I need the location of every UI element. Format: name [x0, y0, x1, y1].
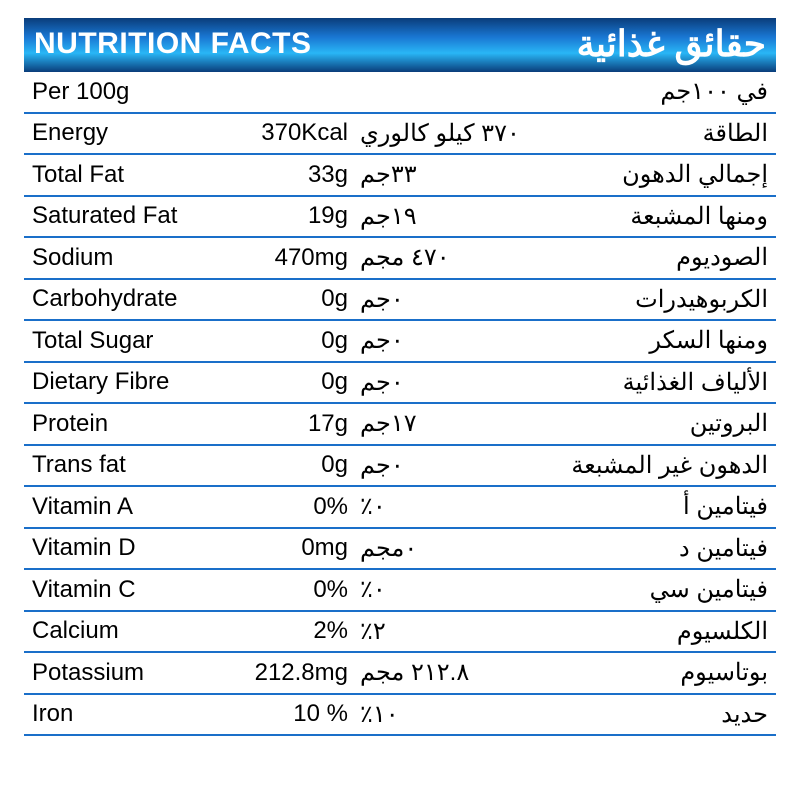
nutrient-label-ar: فيتامين سي: [524, 575, 776, 604]
table-row: Iron10 %١٠٪حديد: [24, 695, 776, 737]
nutrient-value-en: 0g: [224, 451, 354, 479]
nutrient-value-en: 370Kcal: [224, 119, 354, 147]
nutrient-label-ar: الكلسيوم: [524, 617, 776, 646]
nutrient-label-en: Trans fat: [24, 451, 224, 479]
nutrient-label-ar: الصوديوم: [524, 243, 776, 272]
nutrient-value-ar: ٣٧٠ كيلو كالوري: [354, 119, 524, 148]
table-row: Total Sugar0g٠جمومنها السكر: [24, 321, 776, 363]
nutrient-label-en: Carbohydrate: [24, 285, 224, 313]
nutrient-value-ar: ٢١٢.٨ مجم: [354, 658, 524, 687]
nutrient-label-en: Dietary Fibre: [24, 368, 224, 396]
nutrient-value-ar: ٠جم: [354, 368, 524, 397]
header-title-ar: حقائق غذائية: [577, 23, 766, 65]
nutrient-value-en: 0mg: [224, 534, 354, 562]
table-row: Protein17g١٧جمالبروتين: [24, 404, 776, 446]
nutrient-value-en: 10 %: [224, 700, 354, 728]
table-row: Saturated Fat19g١٩جمومنها المشبعة: [24, 197, 776, 239]
nutrient-value-ar: ١٧جم: [354, 409, 524, 438]
nutrient-value-ar: ٠مجم: [354, 534, 524, 563]
table-row: Vitamin C0%٠٪فيتامين سي: [24, 570, 776, 612]
nutrient-label-ar: الطاقة: [524, 119, 776, 148]
nutrient-value-en: 212.8mg: [224, 659, 354, 687]
nutrition-rows: Energy370Kcal٣٧٠ كيلو كالوريالطاقةTotal …: [24, 114, 776, 737]
serving-ar: في ١٠٠جم: [524, 77, 776, 106]
nutrient-label-ar: إجمالي الدهون: [524, 160, 776, 189]
nutrient-label-en: Total Fat: [24, 161, 224, 189]
nutrient-value-en: 0g: [224, 285, 354, 313]
nutrient-value-en: 19g: [224, 202, 354, 230]
table-row: Dietary Fibre0g٠جمالألياف الغذائية: [24, 363, 776, 405]
table-row: Trans fat0g٠جمالدهون غير المشبعة: [24, 446, 776, 488]
nutrient-label-ar: فيتامين أ: [524, 492, 776, 521]
nutrient-value-en: 0g: [224, 368, 354, 396]
nutrient-label-en: Energy: [24, 119, 224, 147]
nutrient-value-en: 470mg: [224, 244, 354, 272]
nutrient-label-ar: الألياف الغذائية: [524, 368, 776, 397]
nutrient-label-en: Sodium: [24, 244, 224, 272]
table-row: Vitamin D0mg٠مجمفيتامين د: [24, 529, 776, 571]
nutrient-label-en: Saturated Fat: [24, 202, 224, 230]
nutrient-label-ar: البروتين: [524, 409, 776, 438]
table-row: Total Fat33g٣٣جمإجمالي الدهون: [24, 155, 776, 197]
nutrient-value-ar: ٠جم: [354, 451, 524, 480]
nutrient-label-en: Vitamin C: [24, 576, 224, 604]
nutrient-value-ar: ٠٪: [354, 492, 524, 521]
nutrient-value-ar: ١٩جم: [354, 202, 524, 231]
nutrient-label-ar: بوتاسيوم: [524, 658, 776, 687]
header-bar: NUTRITION FACTS حقائق غذائية: [24, 18, 776, 72]
nutrient-label-ar: حديد: [524, 700, 776, 729]
nutrient-label-en: Calcium: [24, 617, 224, 645]
table-row: Potassium212.8mg٢١٢.٨ مجمبوتاسيوم: [24, 653, 776, 695]
nutrient-value-en: 2%: [224, 617, 354, 645]
table-row: Calcium2%٢٪الكلسيوم: [24, 612, 776, 654]
table-row: Carbohydrate0g٠جمالكربوهيدرات: [24, 280, 776, 322]
nutrient-value-ar: ٠جم: [354, 285, 524, 314]
nutrient-label-ar: الكربوهيدرات: [524, 285, 776, 314]
nutrient-value-en: 17g: [224, 410, 354, 438]
nutrient-label-ar: ومنها المشبعة: [524, 202, 776, 231]
nutrient-value-en: 0%: [224, 576, 354, 604]
nutrient-label-ar: ومنها السكر: [524, 326, 776, 355]
nutrient-label-en: Potassium: [24, 659, 224, 687]
nutrient-label-ar: فيتامين د: [524, 534, 776, 563]
table-row: Sodium470mg٤٧٠ مجمالصوديوم: [24, 238, 776, 280]
nutrient-value-ar: ٠٪: [354, 575, 524, 604]
nutrient-value-ar: ٠جم: [354, 326, 524, 355]
nutrient-label-en: Iron: [24, 700, 224, 728]
nutrient-label-ar: الدهون غير المشبعة: [524, 451, 776, 480]
nutrient-value-ar: ٢٪: [354, 617, 524, 646]
nutrient-label-en: Vitamin A: [24, 493, 224, 521]
nutrient-value-en: 0g: [224, 327, 354, 355]
nutrient-value-en: 0%: [224, 493, 354, 521]
nutrient-label-en: Vitamin D: [24, 534, 224, 562]
nutrient-value-ar: ٣٣جم: [354, 160, 524, 189]
nutrient-value-ar: ١٠٪: [354, 700, 524, 729]
nutrient-value-ar: ٤٧٠ مجم: [354, 243, 524, 272]
nutrient-value-en: 33g: [224, 161, 354, 189]
serving-row: Per 100g . . في ١٠٠جم: [24, 72, 776, 114]
nutrient-label-en: Total Sugar: [24, 327, 224, 355]
table-row: Vitamin A0%٠٪فيتامين أ: [24, 487, 776, 529]
serving-en: Per 100g: [24, 78, 224, 106]
nutrient-label-en: Protein: [24, 410, 224, 438]
table-row: Energy370Kcal٣٧٠ كيلو كالوريالطاقة: [24, 114, 776, 156]
header-title-en: NUTRITION FACTS: [34, 27, 312, 61]
